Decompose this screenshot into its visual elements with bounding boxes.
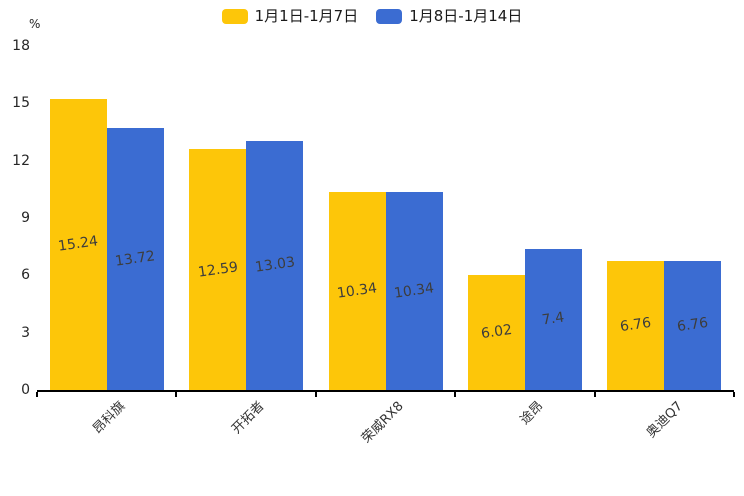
x-tick-mark: [454, 392, 457, 397]
legend-item-1: 1月8日-1月14日: [376, 6, 522, 26]
bar-value-label: 10.34: [393, 280, 435, 302]
y-axis-unit-label: %: [29, 17, 41, 31]
x-category-label-1: 开拓者: [229, 398, 268, 438]
bar-昂科旗-series-0: 15.24: [49, 98, 107, 390]
bar-途昂-series-1: 7.4: [524, 248, 582, 390]
x-tick-mark: [36, 392, 38, 397]
bar-value-label: 15.24: [57, 233, 100, 256]
x-tick-mark: [314, 392, 317, 397]
bar-value-label: 6.76: [676, 315, 710, 336]
plot-area: 15.24 13.72 12.59 13.03 10.34 10.34 6.02 7.4 6.7…: [36, 46, 735, 397]
bar-荣威RX8-series-0: 10.34: [328, 192, 386, 390]
legend-item-0: 1月1日-1月7日: [221, 6, 359, 26]
legend: 1月1日-1月7日 1月8日-1月14日: [0, 6, 744, 26]
y-tick-label: 0: [21, 382, 30, 398]
bar-开拓者-series-0: 12.59: [189, 149, 247, 390]
bar-昂科旗-series-1: 13.72: [106, 127, 164, 390]
x-category-label-0: 昂科旗: [89, 398, 129, 438]
bar-value-label: 6.76: [619, 315, 653, 336]
x-tick-mark: [593, 392, 596, 397]
bar-奥迪Q7-series-1: 6.76: [664, 260, 722, 390]
bar-value-label: 7.4: [541, 309, 566, 329]
bar-value-label: 13.03: [253, 254, 296, 277]
bar-荣威RX8-series-1: 10.34: [385, 192, 443, 390]
y-tick-label: 9: [21, 210, 30, 226]
bar-value-label: 13.72: [114, 248, 157, 270]
y-tick-label: 18: [12, 38, 30, 54]
bar-奥迪Q7-series-0: 6.76: [607, 260, 665, 390]
x-tick-mark: [733, 392, 735, 397]
bar-value-label: 10.34: [336, 280, 378, 302]
x-category-label-2: 荣威RX8: [359, 398, 407, 447]
y-tick-label: 12: [12, 152, 30, 169]
y-tick-label: 6: [21, 267, 30, 284]
bar-value-label: 12.59: [196, 258, 239, 281]
legend-label: 1月1日-1月7日: [254, 7, 359, 25]
bar-开拓者-series-1: 13.03: [246, 140, 304, 390]
y-tick-label: 3: [21, 324, 30, 341]
bar-value-label: 6.02: [479, 322, 513, 343]
y-tick-label: 15: [12, 95, 30, 112]
x-tick-mark: [175, 392, 178, 397]
legend-label: 1月8日-1月14日: [409, 7, 523, 25]
legend-swatch-icon: [221, 8, 248, 24]
x-category-label-4: 奥迪Q7: [643, 398, 686, 441]
legend-swatch-icon: [376, 8, 403, 24]
bar-途昂-series-0: 6.02: [467, 274, 525, 390]
x-category-label-3: 途昂: [517, 398, 547, 428]
